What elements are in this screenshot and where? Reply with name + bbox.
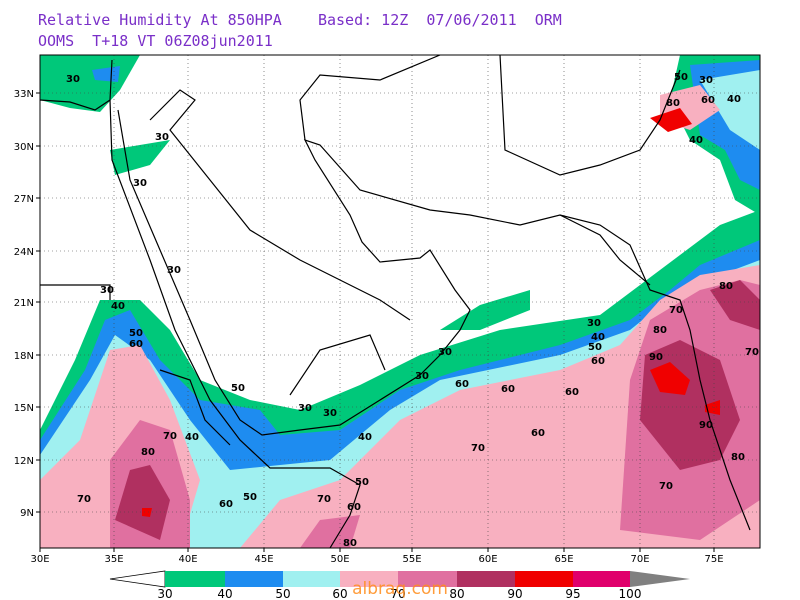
contour-label: 60 xyxy=(565,387,579,398)
lon-label: 55E xyxy=(402,554,421,565)
contour-label: 30 xyxy=(323,408,337,419)
lat-label: 15N xyxy=(14,403,34,414)
contour-label: 30 xyxy=(438,347,452,358)
contour-label: 40 xyxy=(111,301,125,312)
contour-label: 30 xyxy=(167,265,181,276)
lon-label: 75E xyxy=(704,554,723,565)
lon-label: 65E xyxy=(554,554,573,565)
contour-label: 80 xyxy=(141,447,155,458)
contour-label: 30 xyxy=(133,178,147,189)
lat-label: 18N xyxy=(14,351,34,362)
lat-label: 12N xyxy=(14,456,34,467)
colorbar-label: 60 xyxy=(332,587,347,600)
lon-label: 40E xyxy=(178,554,197,565)
contour-label: 60 xyxy=(531,428,545,439)
colorbar-label: 30 xyxy=(157,587,172,600)
contour-label: 80 xyxy=(653,325,667,336)
contour-label: 40 xyxy=(358,432,372,443)
contour-label: 30 xyxy=(298,403,312,414)
lon-label: 35E xyxy=(104,554,123,565)
contour-label: 80 xyxy=(666,98,680,109)
subtitle: OOMS T+18 VT 06Z08jun2011 xyxy=(38,32,273,50)
contour-label: 70 xyxy=(317,494,331,505)
contour-label: 60 xyxy=(129,339,143,350)
contour-label: 90 xyxy=(649,352,663,363)
lon-label: 50E xyxy=(330,554,349,565)
lon-label: 70E xyxy=(630,554,649,565)
contour-label: 60 xyxy=(701,95,715,106)
contour-label: 70 xyxy=(77,494,91,505)
contour-label: 30 xyxy=(587,318,601,329)
contour-label: 30 xyxy=(155,132,169,143)
contour-label: 70 xyxy=(659,481,673,492)
colorbar-label: 40 xyxy=(217,587,232,600)
contour-label: 50 xyxy=(129,328,143,339)
lat-label: 9N xyxy=(20,508,34,519)
colorbar-label: 90 xyxy=(507,587,522,600)
contour-label: 90 xyxy=(699,420,713,431)
contour-label: 70 xyxy=(163,431,177,442)
contour-label: 50 xyxy=(243,492,257,503)
lat-label: 24N xyxy=(14,247,34,258)
contour-label: 50 xyxy=(355,477,369,488)
contour-label: 40 xyxy=(185,432,199,443)
contour-label: 30 xyxy=(699,75,713,86)
colorbar-label: 80 xyxy=(449,587,464,600)
contour-label: 80 xyxy=(343,538,357,549)
contour-label: 70 xyxy=(471,443,485,454)
lat-label: 27N xyxy=(14,194,34,205)
contour-label: 60 xyxy=(591,356,605,367)
contour-label: 80 xyxy=(719,281,733,292)
contour-label: 80 xyxy=(731,452,745,463)
colorbar-label: 50 xyxy=(275,587,290,600)
contour-label: 60 xyxy=(347,502,361,513)
contour-label: 60 xyxy=(501,384,515,395)
contour-label: 30 xyxy=(100,285,114,296)
contour-label: 30 xyxy=(415,371,429,382)
colorbar-label: 70 xyxy=(390,587,405,600)
contour-label: 60 xyxy=(455,379,469,390)
lon-label: 30E xyxy=(30,554,49,565)
lat-label: 21N xyxy=(14,298,34,309)
contour-label: 40 xyxy=(689,135,703,146)
contour-label: 50 xyxy=(674,72,688,83)
contour-label: 70 xyxy=(745,347,759,358)
title: Relative Humidity At 850HPA Based: 12Z 0… xyxy=(38,11,562,29)
contour-label: 30 xyxy=(66,74,80,85)
lat-label: 30N xyxy=(14,142,34,153)
colorbar-label: 100 xyxy=(619,587,642,600)
colorbar-label: 95 xyxy=(565,587,580,600)
lon-label: 45E xyxy=(254,554,273,565)
contour-label: 40 xyxy=(727,94,741,105)
contour-label: 60 xyxy=(219,499,233,510)
coastlines xyxy=(40,55,751,548)
contour-label: 50 xyxy=(588,342,602,353)
contour-label: 50 xyxy=(231,383,245,394)
lon-label: 60E xyxy=(478,554,497,565)
contour-label: 70 xyxy=(669,305,683,316)
colorbar: 30 40 50 60 70 80 90 95 100 xyxy=(109,570,690,600)
lat-label: 33N xyxy=(14,89,34,100)
contour-label: 40 xyxy=(591,332,605,343)
watermark: albraq.com xyxy=(352,579,448,599)
